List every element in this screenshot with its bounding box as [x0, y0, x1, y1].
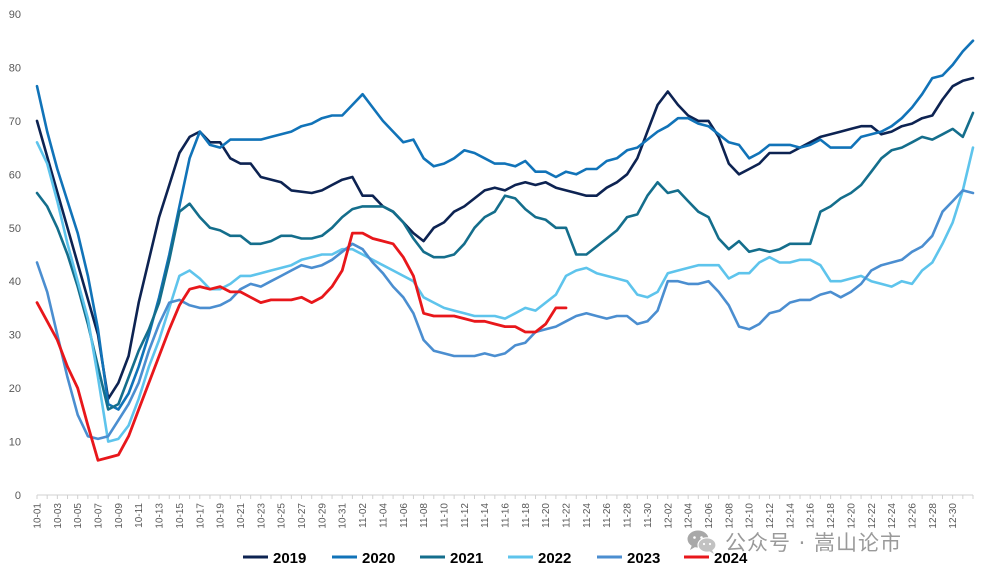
y-tick-label: 40	[9, 276, 21, 288]
x-tick-label: 11-14	[480, 503, 491, 528]
x-tick-label: 10-11	[134, 503, 145, 528]
x-tick-label: 10-05	[73, 503, 84, 529]
x-tick-label: 11-10	[439, 503, 450, 528]
watermark-text: 公众号 · 嵩山论市	[725, 531, 903, 555]
x-tick-label: 11-06	[399, 503, 410, 528]
y-tick-label: 20	[9, 383, 21, 395]
y-tick-label: 80	[9, 62, 21, 74]
y-tick-label: 60	[9, 169, 21, 181]
x-tick-label: 11-18	[521, 503, 532, 528]
legend-label-2021: 2021	[450, 550, 483, 567]
series-line-2022	[35, 141, 975, 443]
x-tick-label: 12-16	[806, 503, 817, 529]
series-line-2021	[35, 111, 975, 411]
legend-label-2023: 2023	[627, 550, 660, 567]
x-tick-label: 11-22	[562, 503, 573, 528]
x-tick-label: 12-04	[684, 503, 695, 529]
x-tick-label: 10-17	[195, 503, 206, 529]
legend-label-2024: 2024	[714, 550, 748, 567]
x-tick-label: 11-08	[419, 503, 430, 528]
x-tick-label: 10-15	[175, 503, 186, 529]
x-tick-label: 12-06	[704, 503, 715, 529]
x-tick-label: 11-12	[460, 503, 471, 528]
x-tick-label: 12-24	[887, 503, 898, 529]
x-tick-label: 12-18	[826, 503, 837, 529]
x-tick-label: 10-09	[114, 503, 125, 529]
x-tick-label: 10-27	[297, 503, 308, 529]
x-tick-label: 11-26	[602, 503, 613, 528]
x-tick-label: 10-13	[155, 503, 166, 529]
x-tick-label: 12-02	[663, 503, 674, 529]
x-tick-label: 10-03	[53, 503, 64, 529]
x-tick-label: 10-25	[277, 503, 288, 529]
x-tick-label: 11-16	[501, 503, 512, 528]
x-tick-label: 12-08	[724, 503, 735, 529]
x-tick-label: 11-28	[623, 503, 634, 528]
x-tick-label: 10-19	[216, 503, 227, 529]
x-tick-label: 11-24	[582, 503, 593, 528]
x-tick-label: 12-26	[907, 503, 918, 529]
y-tick-label: 10	[9, 437, 21, 449]
y-tick-label: 0	[15, 490, 21, 502]
x-tick-label: 12-14	[785, 503, 796, 529]
x-tick-label: 11-20	[541, 503, 552, 528]
x-tick-label: 11-02	[358, 503, 369, 528]
y-tick-label: 30	[9, 330, 21, 342]
watermark: 公众号 · 嵩山论市	[687, 525, 902, 559]
x-tick-label: 12-12	[765, 503, 776, 529]
y-tick-label: 70	[9, 116, 21, 128]
x-tick-label: 12-30	[948, 503, 959, 529]
series-lines	[35, 39, 975, 462]
x-tick-label: 10-31	[338, 503, 349, 529]
series-line-2019	[35, 76, 975, 401]
series-line-2023	[35, 189, 975, 441]
x-tick-label: 10-21	[236, 503, 247, 529]
legend: 2019 2020 2021 2022 2023 2024	[243, 550, 748, 567]
x-tick-label: 10-01	[33, 503, 44, 529]
series-line-2024	[35, 231, 568, 462]
x-tick-label: 11-30	[643, 503, 654, 528]
x-tick-label: 12-20	[846, 503, 857, 529]
x-tick-label: 10-29	[317, 503, 328, 529]
legend-label-2020: 2020	[362, 550, 395, 567]
x-tick-label: 10-23	[256, 503, 267, 529]
y-tick-label: 50	[9, 223, 21, 235]
wechat-icon	[687, 530, 717, 554]
x-tick-label: 12-22	[867, 503, 878, 529]
y-axis: 0 10 20 30 40 50 60 70 80 90	[9, 9, 21, 502]
series-line-2020	[35, 39, 975, 411]
x-tick-label: 12-28	[928, 503, 939, 529]
x-tick-label: 12-10	[745, 503, 756, 529]
x-tick-label: 10-07	[94, 503, 105, 529]
legend-label-2019: 2019	[273, 550, 306, 567]
legend-label-2022: 2022	[538, 550, 571, 567]
x-axis: 10-01 10-03 10-05 10-07 10-09 10-11 10-13 10-15…	[33, 494, 974, 529]
x-tick-label: 11-04	[378, 503, 389, 528]
y-tick-label: 90	[9, 9, 21, 21]
